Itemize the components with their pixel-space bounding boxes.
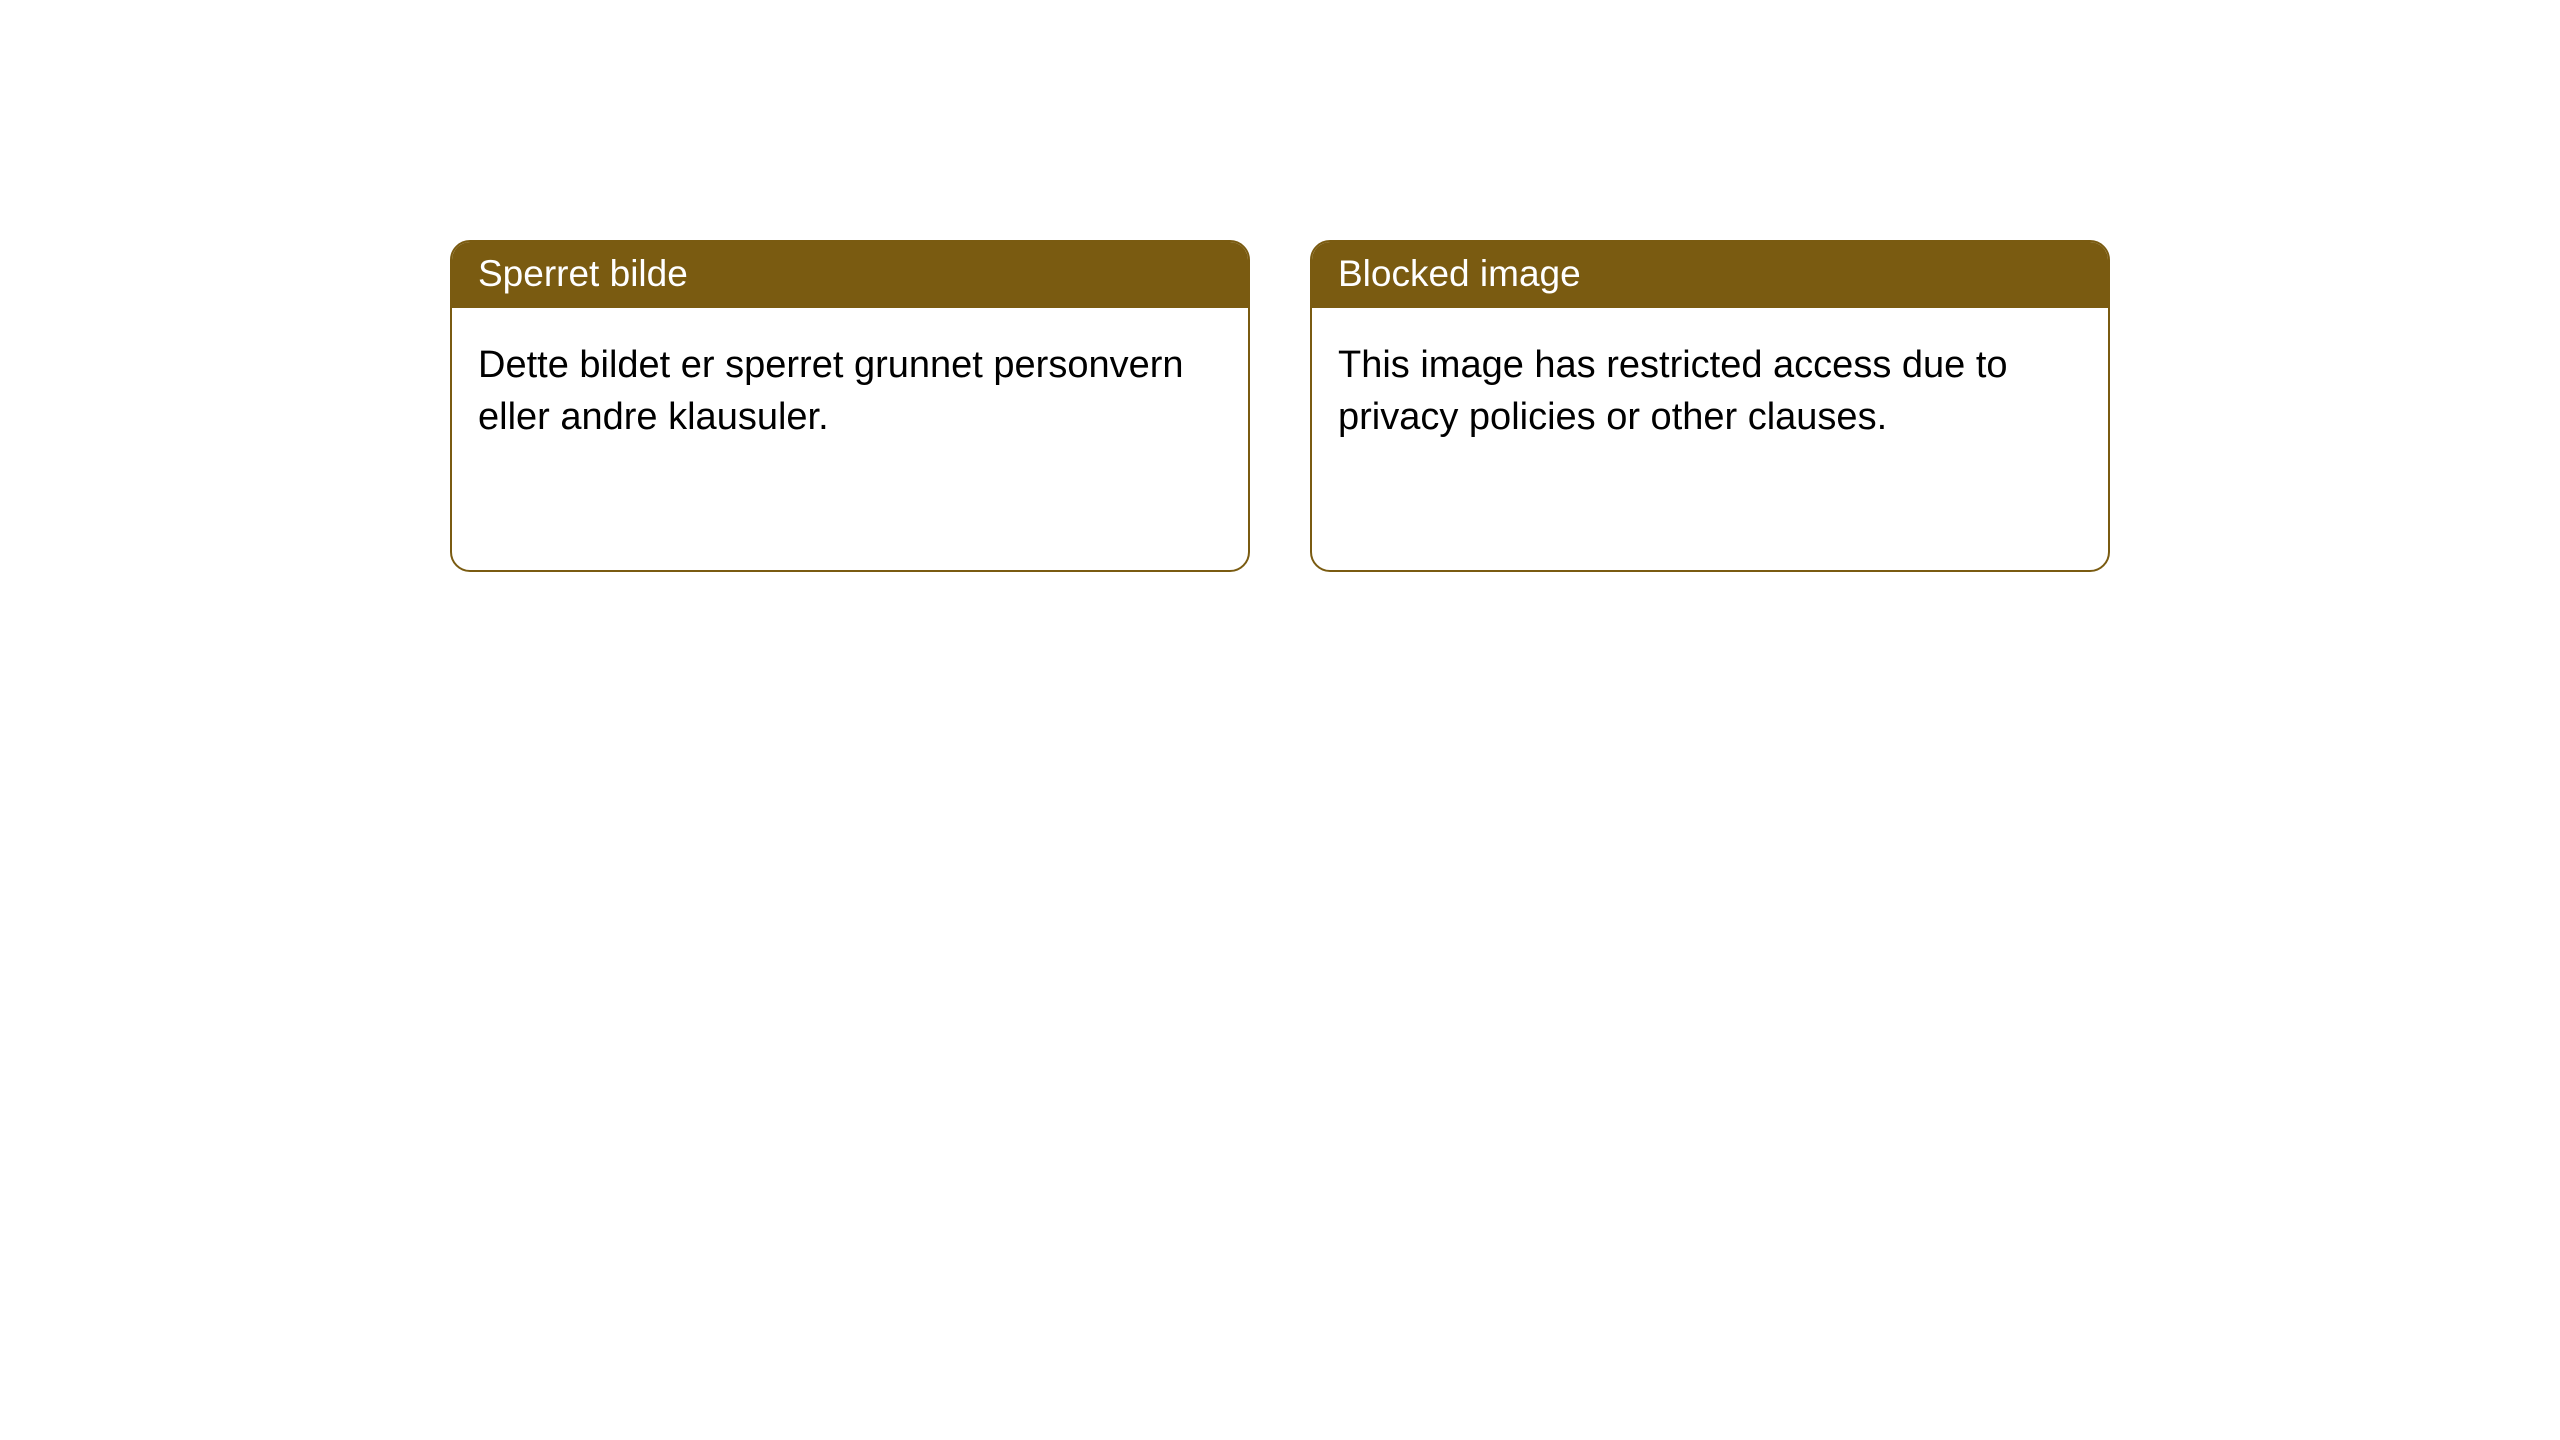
card-title: Blocked image [1312,242,2108,308]
blocked-image-card-en: Blocked image This image has restricted … [1310,240,2110,572]
card-title: Sperret bilde [452,242,1248,308]
card-container: Sperret bilde Dette bildet er sperret gr… [0,0,2560,572]
card-body-text: This image has restricted access due to … [1312,308,2108,475]
blocked-image-card-no: Sperret bilde Dette bildet er sperret gr… [450,240,1250,572]
card-body-text: Dette bildet er sperret grunnet personve… [452,308,1248,475]
